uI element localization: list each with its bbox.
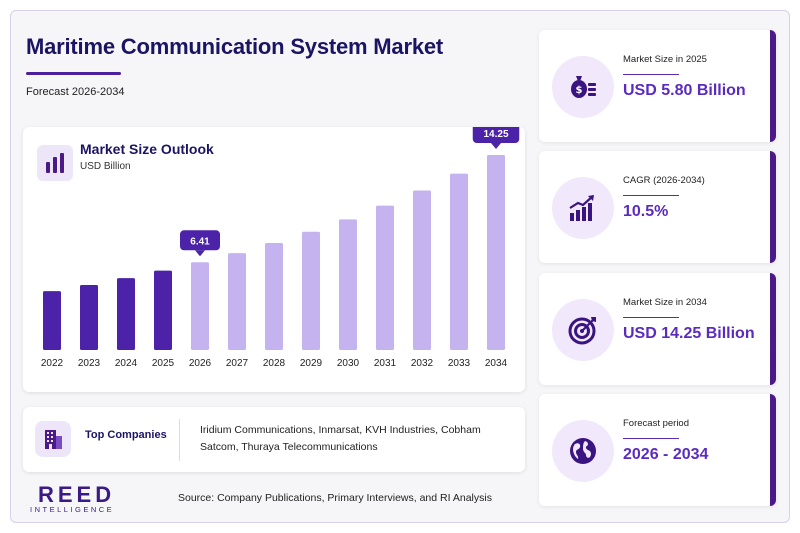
- stat-divider: [623, 438, 679, 439]
- top-companies-list: Iridium Communications, Inmarsat, KVH In…: [200, 424, 481, 453]
- x-tick-label: 2027: [226, 358, 249, 369]
- svg-text:$: $: [576, 85, 583, 96]
- brand-logo: REED: [38, 482, 116, 507]
- bar-2033: [450, 173, 468, 350]
- bar-2031: [376, 205, 394, 350]
- stat-divider: [623, 195, 679, 196]
- target-icon: [552, 299, 614, 361]
- bar-2028: [265, 242, 283, 350]
- globe-icon: [552, 420, 614, 482]
- chart-unit-label: USD Billion: [80, 161, 131, 172]
- x-tick-label: 2034: [485, 358, 508, 369]
- chart-card: Market Size Outlook USD Billion 2022 2023…: [23, 127, 525, 392]
- stat-card-forecast-period: Forecast period 2026 - 2034: [539, 394, 776, 506]
- x-tick-label: 2033: [448, 358, 471, 369]
- x-tick-label: 2028: [263, 358, 286, 369]
- bar-2034: [487, 155, 505, 350]
- stat-value: 2026 - 2034: [623, 446, 709, 463]
- stat-value: 10.5%: [623, 203, 669, 220]
- stat-value: USD 14.25 Billion: [623, 325, 755, 342]
- bar-2027: [228, 253, 246, 350]
- stat-label: CAGR (2026-2034): [623, 175, 705, 186]
- x-tick-label: 2022: [41, 358, 64, 369]
- source-note: Source: Company Publications, Primary In…: [178, 492, 492, 504]
- stat-divider: [623, 317, 679, 318]
- bar-2022: [43, 291, 61, 350]
- x-tick-label: 2025: [152, 358, 175, 369]
- companies-card: Top Companies Iridium Communications, In…: [23, 407, 525, 472]
- stat-label: Market Size in 2034: [623, 297, 707, 308]
- x-tick-label: 2026: [189, 358, 212, 369]
- svg-text:14.25: 14.25: [483, 129, 508, 140]
- bar-2030: [339, 219, 357, 350]
- bar-chart: 2022 2023 2024 2025 2026 6.41 2027 2028 2029 2030…: [41, 127, 520, 369]
- stat-label: Forecast period: [623, 418, 690, 429]
- svg-text:6.41: 6.41: [190, 236, 210, 247]
- x-tick-label: 2029: [300, 358, 323, 369]
- money-bag-icon: $: [552, 56, 614, 118]
- bar-chart-icon: [37, 145, 73, 181]
- stat-card-cagr: CAGR (2026-2034) 10.5%: [539, 151, 776, 263]
- x-tick-label: 2030: [337, 358, 360, 369]
- page-title: Maritime Communication System Market: [26, 34, 444, 59]
- x-tick-label: 2024: [115, 358, 138, 369]
- divider: [179, 419, 180, 461]
- page-subtitle: Forecast 2026-2034: [26, 86, 125, 98]
- building-icon: [35, 421, 71, 457]
- bar-2026: [191, 262, 209, 350]
- x-tick-label: 2031: [374, 358, 397, 369]
- bar-2023: [80, 285, 98, 350]
- stat-value: USD 5.80 Billion: [623, 82, 746, 99]
- stat-card-market-size-2025: $ Market Size in 2025 USD 5.80 Billion: [539, 30, 776, 142]
- chart-title: Market Size Outlook: [80, 141, 214, 157]
- x-tick-label: 2023: [78, 358, 101, 369]
- title-underline: [26, 72, 121, 75]
- bar-2032: [413, 190, 431, 350]
- x-tick-label: 2032: [411, 358, 434, 369]
- top-companies-label: Top Companies: [85, 429, 167, 441]
- data-label-2026: 6.41: [180, 230, 220, 257]
- data-label-2034: 14.25: [472, 127, 520, 149]
- stat-card-market-size-2034: Market Size in 2034 USD 14.25 Billion: [539, 273, 776, 385]
- growth-chart-icon: [552, 177, 614, 239]
- bar-2029: [302, 231, 320, 350]
- bar-2025: [154, 270, 172, 350]
- brand-logo-subtitle: INTELLIGENCE: [30, 505, 115, 514]
- stat-divider: [623, 74, 679, 75]
- bar-2024: [117, 278, 135, 350]
- stat-label: Market Size in 2025: [623, 54, 707, 65]
